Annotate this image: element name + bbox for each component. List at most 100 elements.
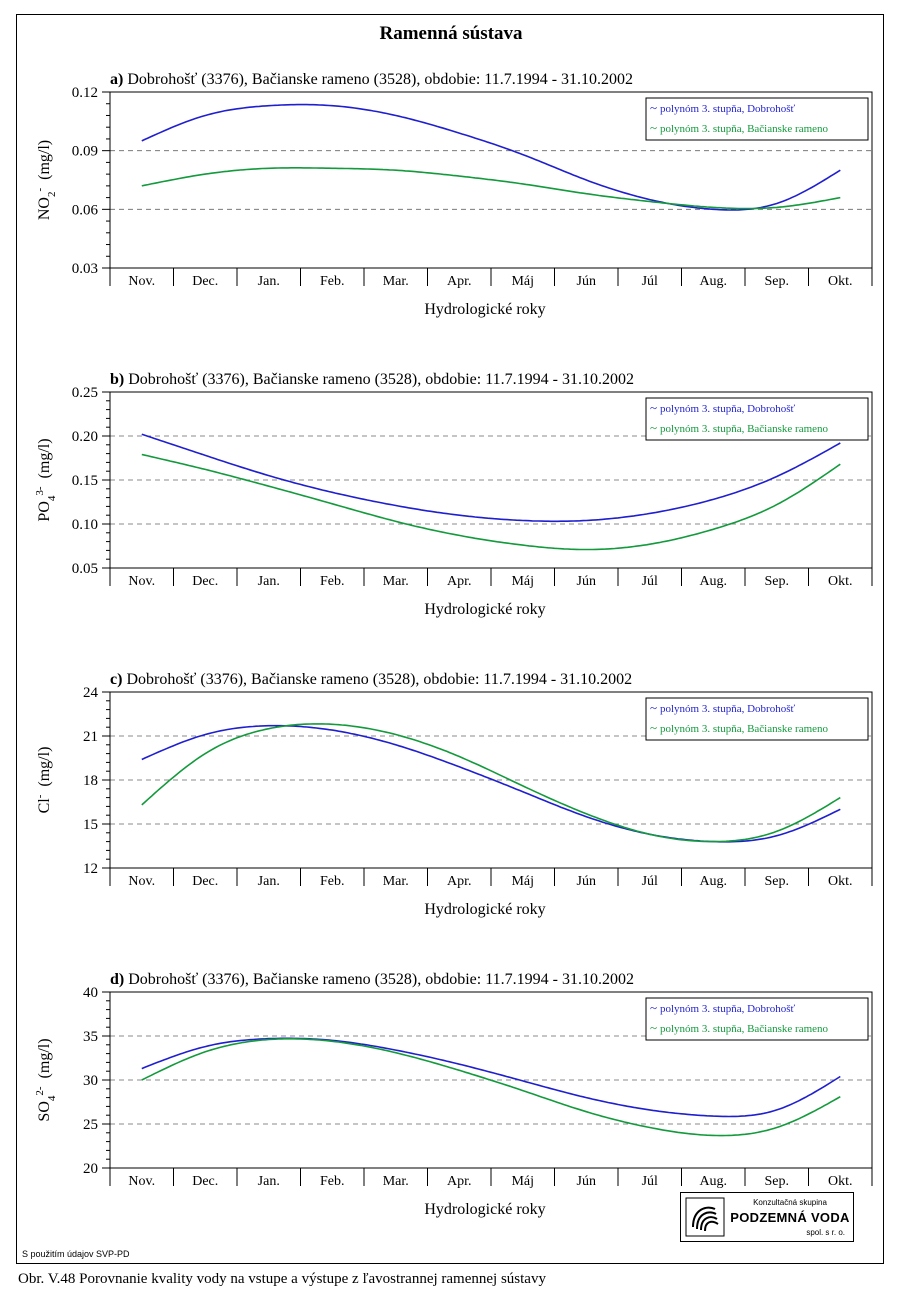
x-tick-label: Aug. (699, 574, 727, 589)
x-tick-label: Júl (642, 574, 658, 589)
chart-title-letter: d) (110, 971, 128, 988)
series-line-2 (141, 167, 841, 210)
x-tick-label: Sep. (765, 274, 790, 289)
y-axis-label-sub: 4 (46, 1095, 58, 1101)
y-axis-label-group: PO43- (mg/l) (34, 438, 58, 521)
x-tick-label: Sep. (765, 574, 790, 589)
chart-title-text: Dobrohošť (3376), Bačianske rameno (3528… (127, 71, 633, 88)
y-tick-label: 0.10 (72, 517, 98, 533)
x-tick-label: Okt. (828, 574, 853, 589)
series-line-2 (141, 1038, 841, 1137)
x-tick-label: Aug. (699, 274, 727, 289)
source-note: S použitím údajov SVP-PD (22, 1249, 130, 1259)
y-axis-label-unit: (mg/l) (36, 1038, 53, 1078)
y-axis-label-sup: - (34, 188, 46, 192)
legend-entry: polynóm 3. stupňa, Dobrohošť (660, 703, 795, 715)
x-tick-label: Jan. (258, 574, 280, 589)
x-tick-label: Okt. (828, 1174, 853, 1189)
chart-a: a) Dobrohošť (3376), Bačianske rameno (3… (34, 71, 873, 318)
x-axis-label: Hydrologické roky (424, 301, 545, 318)
y-axis-label-main: SO (36, 1101, 53, 1121)
y-tick-label: 0.25 (72, 385, 98, 401)
y-axis-label: NO2- (mg/l) (34, 140, 58, 220)
y-tick-label: 0.05 (72, 561, 98, 577)
series-line-1 (141, 433, 841, 523)
chart-title: d) Dobrohošť (3376), Bačianske rameno (3… (110, 971, 634, 988)
y-tick-label: 0.03 (72, 261, 98, 277)
chart-title-letter: c) (110, 671, 126, 688)
y-tick-label: 12 (83, 861, 98, 877)
chart-b: b) Dobrohošť (3376), Bačianske rameno (3… (34, 371, 873, 618)
x-tick-label: Jan. (258, 274, 280, 289)
legend-box (645, 397, 869, 441)
x-tick-label: Mar. (383, 1174, 409, 1189)
logo-mark-icon (685, 1197, 725, 1237)
legend-entry: polynóm 3. stupňa, Dobrohošť (660, 403, 795, 415)
chart-title-text: Dobrohošť (3376), Bačianske rameno (3528… (126, 671, 632, 688)
x-tick-label: Apr. (447, 274, 472, 289)
x-tick-label: Aug. (699, 1174, 727, 1189)
logo-name: PODZEMNÁ VODA (730, 1210, 850, 1225)
chart-title-text: Dobrohošť (3376), Bačianske rameno (3528… (128, 371, 634, 388)
legend-symbol: ~ (650, 700, 657, 715)
x-axis-label: Hydrologické roky (424, 601, 545, 618)
figure-caption: Obr. V.48 Porovnanie kvality vody na vst… (18, 1271, 546, 1287)
y-axis-label-sub: 2 (46, 192, 58, 198)
chart-title-text: Dobrohošť (3376), Bačianske rameno (3528… (128, 971, 634, 988)
y-axis-label-unit: (mg/l) (36, 747, 53, 787)
series-line-2 (141, 453, 841, 551)
chart-title-letter: a) (110, 71, 127, 88)
x-tick-label: Mar. (383, 574, 409, 589)
series-line-1 (141, 1037, 841, 1118)
series-line-2 (141, 723, 841, 843)
y-tick-label: 30 (83, 1073, 98, 1089)
y-tick-label: 24 (83, 685, 99, 701)
legend-entry: polynóm 3. stupňa, Dobrohošť (660, 103, 795, 115)
x-tick-label: Okt. (828, 274, 853, 289)
chart-title: a) Dobrohošť (3376), Bačianske rameno (3… (110, 71, 633, 88)
x-tick-label: Apr. (447, 874, 472, 889)
legend-symbol: ~ (650, 720, 657, 735)
legend-box (645, 97, 869, 141)
legend-symbol: ~ (650, 420, 657, 435)
legend-box (645, 697, 869, 741)
x-tick-label: Jún (577, 574, 596, 589)
x-tick-label: Júl (642, 274, 658, 289)
x-tick-label: Nov. (128, 874, 155, 889)
y-axis-label: Cl- (mg/l) (34, 747, 53, 814)
x-tick-label: Dec. (192, 274, 218, 289)
x-tick-label: Sep. (765, 874, 790, 889)
x-tick-label: Feb. (320, 274, 345, 289)
chart-title: b) Dobrohošť (3376), Bačianske rameno (3… (110, 371, 634, 388)
x-tick-label: Nov. (128, 574, 155, 589)
logo-top-text: Konzultačná skupina (753, 1198, 827, 1207)
legend-symbol: ~ (650, 1020, 657, 1035)
x-tick-label: Mar. (383, 874, 409, 889)
y-axis-label-sub: 4 (46, 495, 58, 501)
y-tick-label: 0.06 (72, 202, 99, 218)
y-axis-label-unit: (mg/l) (36, 438, 53, 478)
series-line-1 (141, 103, 841, 211)
x-tick-label: Dec. (192, 574, 218, 589)
y-tick-label: 0.12 (72, 85, 98, 101)
x-tick-label: Júl (642, 1174, 658, 1189)
x-tick-label: Feb. (320, 1174, 345, 1189)
x-tick-label: Feb. (320, 874, 345, 889)
legend-box (645, 997, 869, 1041)
y-tick-label: 35 (83, 1029, 98, 1045)
y-axis-label-group: Cl- (mg/l) (34, 747, 53, 814)
x-tick-label: Dec. (192, 874, 218, 889)
figure-title: Ramenná sústava (379, 23, 523, 44)
y-axis-label-group: NO2- (mg/l) (34, 140, 58, 220)
chart-c: c) Dobrohošť (3376), Bačianske rameno (3… (34, 671, 873, 918)
y-tick-label: 18 (83, 773, 98, 789)
y-axis-label: PO43- (mg/l) (34, 438, 58, 521)
x-tick-label: Jan. (258, 874, 280, 889)
x-tick-label: Aug. (699, 874, 727, 889)
legend-symbol: ~ (650, 400, 657, 415)
x-tick-label: Nov. (128, 1174, 155, 1189)
company-logo: Konzultačná skupina PODZEMNÁ VODA spol. … (680, 1192, 854, 1242)
y-axis-label-group: SO42- (mg/l) (34, 1038, 58, 1121)
legend-entry: polynóm 3. stupňa, Bačianske rameno (660, 123, 829, 135)
legend-entry: polynóm 3. stupňa, Bačianske rameno (660, 1023, 829, 1035)
